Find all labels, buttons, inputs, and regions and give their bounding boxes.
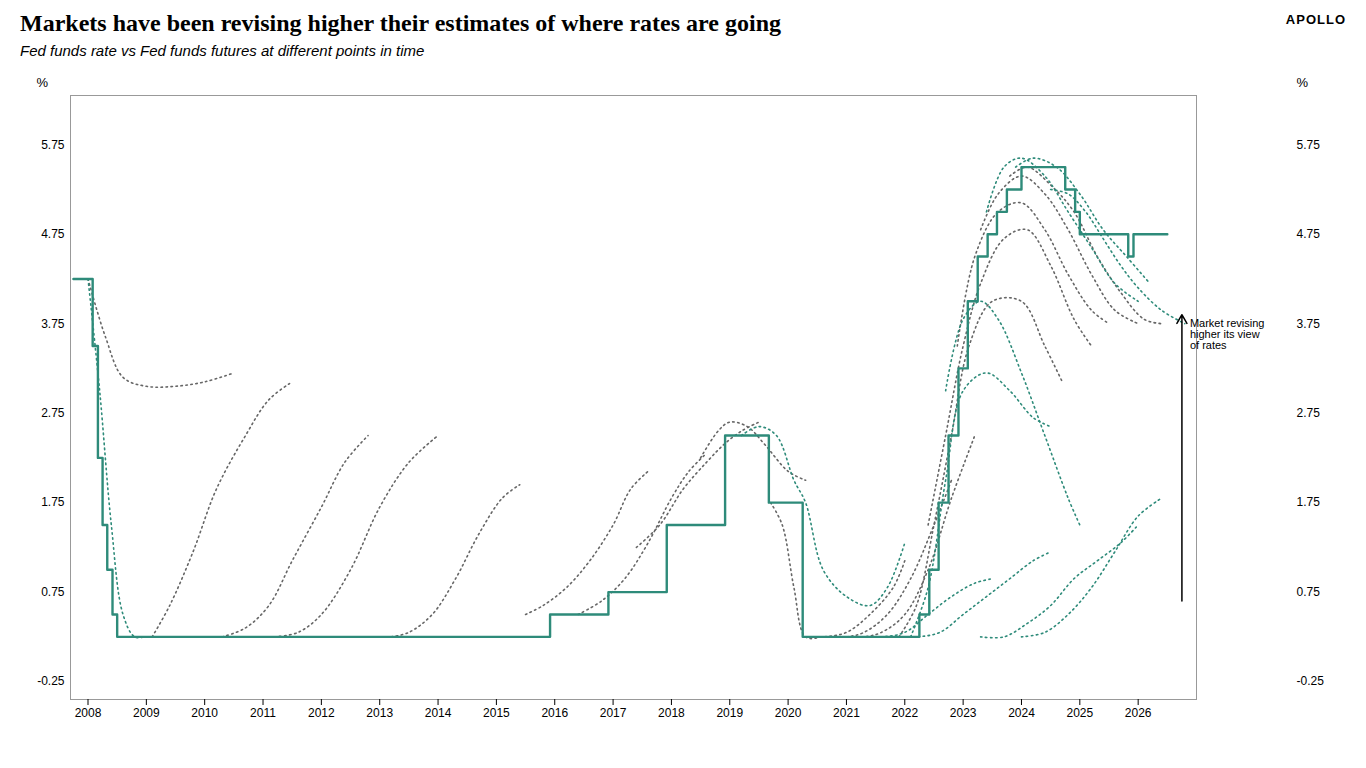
svg-text:%: % bbox=[37, 75, 49, 90]
svg-text:2008: 2008 bbox=[75, 706, 102, 720]
svg-text:2010: 2010 bbox=[191, 706, 218, 720]
svg-text:5.75: 5.75 bbox=[41, 138, 65, 152]
svg-text:2024: 2024 bbox=[1008, 706, 1035, 720]
svg-text:2023: 2023 bbox=[950, 706, 977, 720]
svg-text:1.75: 1.75 bbox=[41, 495, 65, 509]
svg-text:4.75: 4.75 bbox=[41, 227, 65, 241]
svg-text:2013: 2013 bbox=[366, 706, 393, 720]
svg-text:2018: 2018 bbox=[658, 706, 685, 720]
svg-text:3.75: 3.75 bbox=[41, 317, 65, 331]
svg-text:%: % bbox=[1297, 75, 1309, 90]
svg-text:-0.25: -0.25 bbox=[37, 674, 65, 688]
svg-text:2020: 2020 bbox=[775, 706, 802, 720]
svg-text:2012: 2012 bbox=[308, 706, 335, 720]
svg-text:2025: 2025 bbox=[1066, 706, 1093, 720]
svg-text:4.75: 4.75 bbox=[1297, 227, 1321, 241]
svg-text:2019: 2019 bbox=[716, 706, 743, 720]
svg-text:2009: 2009 bbox=[133, 706, 160, 720]
svg-text:2.75: 2.75 bbox=[1297, 406, 1321, 420]
html-text:Markets have been revising hig: Markets have been revising higher their … bbox=[20, 10, 781, 36]
svg-text:2016: 2016 bbox=[541, 706, 568, 720]
svg-text:-0.25: -0.25 bbox=[1297, 674, 1325, 688]
svg-text:0.75: 0.75 bbox=[41, 585, 65, 599]
html-text:Fed funds rate vs Fed funds fu: Fed funds rate vs Fed funds futures at d… bbox=[20, 42, 425, 59]
svg-text:Market revisinghigher its view: Market revisinghigher its viewof rates bbox=[1190, 317, 1265, 351]
svg-text:2015: 2015 bbox=[483, 706, 510, 720]
svg-text:2022: 2022 bbox=[891, 706, 918, 720]
svg-text:5.75: 5.75 bbox=[1297, 138, 1321, 152]
svg-text:0.75: 0.75 bbox=[1297, 585, 1321, 599]
html-text:APOLLO: APOLLO bbox=[1285, 12, 1346, 27]
svg-text:2021: 2021 bbox=[833, 706, 860, 720]
svg-text:2017: 2017 bbox=[600, 706, 627, 720]
svg-text:2014: 2014 bbox=[425, 706, 452, 720]
svg-text:1.75: 1.75 bbox=[1297, 495, 1321, 509]
svg-text:2011: 2011 bbox=[250, 706, 276, 720]
svg-text:2.75: 2.75 bbox=[41, 406, 65, 420]
svg-text:2026: 2026 bbox=[1125, 706, 1152, 720]
svg-text:3.75: 3.75 bbox=[1297, 317, 1321, 331]
